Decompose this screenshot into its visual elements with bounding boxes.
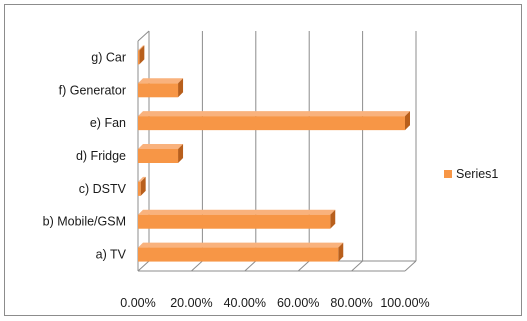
bar-side-face: [330, 209, 336, 229]
axis-wall-top: [137, 30, 150, 42]
bar-side-face: [338, 242, 344, 262]
x-tick-labels: 0.00% 20.00% 40.00% 60.00% 80.00% 100.00%: [120, 296, 429, 310]
floor-gridline: [137, 260, 150, 272]
legend: Series1: [444, 167, 498, 181]
bar-b-mobile-gsm: [138, 209, 336, 229]
bar-side-face: [139, 45, 145, 65]
bar-side-face: [178, 78, 184, 98]
bar-side-face: [405, 111, 410, 131]
x-tick-label: 0.00%: [120, 296, 155, 310]
bar-g-car: [138, 45, 145, 65]
floor-gridline: [351, 260, 363, 272]
bar-side-face: [178, 144, 184, 163]
bar-e-fan: [138, 111, 410, 131]
x-tick-label: 80.00%: [330, 296, 372, 310]
floor-gridline: [244, 260, 257, 272]
bar-front-face: [138, 149, 179, 163]
category-label-c-dstv: c) DSTV: [79, 182, 127, 196]
category-labels: a) TV b) Mobile/GSM c) DSTV d) Fridge e) Fan…: [43, 50, 127, 261]
bar-front-face: [138, 214, 331, 229]
bar-f-generator: [138, 78, 184, 98]
bar-c-dstv: [138, 176, 146, 196]
bar-top-face: [138, 176, 146, 182]
bar-front-face: [138, 116, 405, 131]
bar-a-tv: [138, 242, 344, 262]
chart-frame: a) TV b) Mobile/GSM c) DSTV d) Fridge e) Fan…: [4, 4, 522, 316]
bar-top-face: [138, 78, 184, 84]
bar-chart: a) TV b) Mobile/GSM c) DSTV d) Fridge e) Fan…: [43, 30, 498, 310]
floor-gridline: [297, 260, 310, 272]
legend-label-series1: Series1: [456, 167, 498, 181]
category-label-g-car: g) Car: [91, 50, 126, 64]
bars-layer: [138, 45, 410, 262]
category-label-d-fridge: d) Fridge: [76, 149, 126, 163]
bar-side-face: [140, 176, 146, 196]
floor-gridline: [191, 260, 203, 272]
bar-top-face: [138, 45, 145, 51]
floor-gridline: [404, 260, 417, 272]
category-label-b-mobile-gsm: b) Mobile/GSM: [43, 215, 126, 229]
x-tick-label: 100.00%: [380, 296, 429, 310]
x-tick-label: 60.00%: [277, 296, 319, 310]
category-label-e-fan: e) Fan: [90, 116, 126, 130]
bar-top-face: [138, 111, 410, 117]
x-tick-label: 20.00%: [170, 296, 212, 310]
bar-front-face: [138, 181, 141, 196]
bar-top-face: [138, 144, 184, 149]
bar-front-face: [138, 50, 140, 65]
category-label-a-tv: a) TV: [96, 248, 127, 262]
bar-d-fridge: [138, 144, 184, 163]
x-tick-label: 40.00%: [224, 296, 266, 310]
bar-front-face: [138, 83, 179, 98]
bar-top-face: [138, 209, 336, 215]
bar-top-face: [138, 242, 344, 248]
legend-swatch-series1: [444, 170, 452, 178]
bar-front-face: [138, 247, 339, 262]
category-label-f-generator: f) Generator: [59, 83, 126, 97]
